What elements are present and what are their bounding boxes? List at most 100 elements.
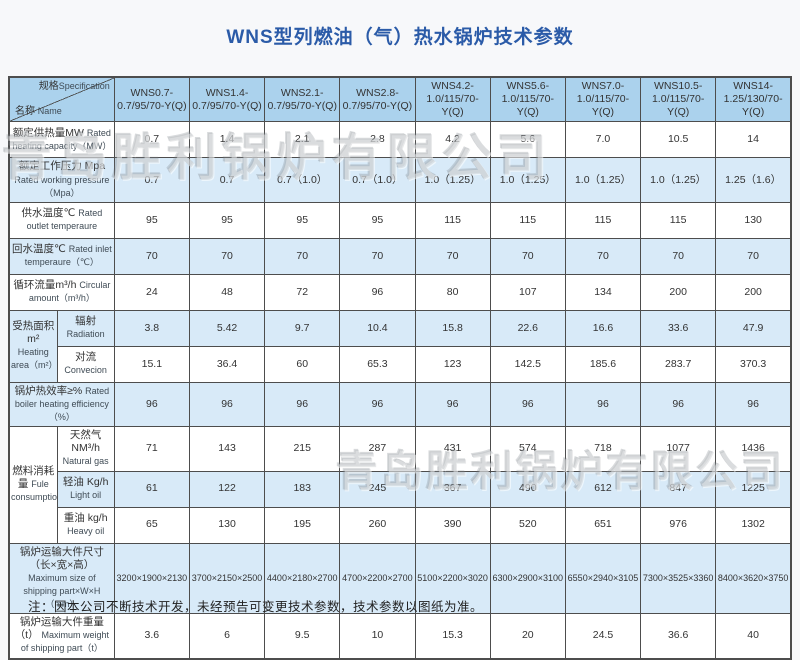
value-cell: 200: [715, 273, 792, 311]
row-label: 锅炉运输大件尺寸（长×宽×高） Maximum size of shipping…: [8, 542, 115, 615]
value-cell: 96: [640, 381, 717, 428]
row-label: 锅炉热效率≥% Rated boiler heating efficiency（…: [8, 381, 115, 428]
value-cell: 80: [414, 273, 491, 311]
label-en: Rated outlet temperaure: [26, 208, 103, 232]
value-cell: 1225: [715, 470, 792, 508]
value-cell: 15.8: [414, 309, 491, 347]
value-cell: 96: [188, 381, 266, 428]
value-cell: 4.2: [414, 121, 491, 159]
value-cell: 115: [414, 201, 491, 239]
value-cell: 96: [264, 381, 341, 428]
value-cell: 115: [564, 201, 642, 239]
value-cell: 9.5: [264, 613, 341, 659]
value-cell: 36.4: [188, 345, 266, 383]
value-cell: 3.6: [113, 613, 190, 659]
row-sub-label: 重油 kg/h Heavy oil: [56, 506, 115, 544]
page-title: WNS型列燃油（气）热水锅炉技术参数: [226, 27, 574, 48]
value-cell: 3.8: [113, 309, 190, 347]
value-cell: 115: [640, 201, 717, 239]
value-cell: 5.42: [188, 309, 266, 347]
value-cell: 95: [339, 201, 416, 239]
value-cell: 5.6: [489, 121, 566, 159]
value-cell: 70: [188, 237, 266, 275]
table-row: 燃料消耗量 Fule consumption 天然气NM³/h Natural g…: [8, 426, 792, 544]
value-cell: 36.6: [640, 613, 717, 659]
value-cell: 70: [113, 237, 190, 275]
row-label: 循环流量m³/h Circular amount（m³/h）: [8, 273, 115, 311]
value-cell: 215: [264, 426, 341, 472]
label-en: Maximum size of shipping part×W×H（mm）: [23, 572, 101, 609]
value-cell: 130: [715, 201, 792, 239]
value-cell: 122: [188, 470, 266, 508]
row-sub-label: 辐射 Radiation: [56, 309, 115, 347]
value-cell: 14: [715, 121, 792, 159]
value-cell: 8400×3620×3750: [715, 542, 792, 615]
label-zh: 锅炉运输大件尺寸（长×宽×高）: [19, 545, 104, 571]
row-label: 回水温度℃ Rated inlet temperaure（℃）: [8, 237, 115, 275]
value-cell: 0.7（1.0）: [264, 157, 341, 203]
value-cell: 7300×3525×3360: [640, 542, 717, 615]
row-label: 额定供热量MW Rated heating capacity（MW）: [8, 121, 115, 159]
table-row: 锅炉运输大件重量（t） Maximum weight of shipping p…: [8, 613, 792, 659]
value-cell: 283.7: [640, 345, 717, 383]
value-cell: 10.5: [640, 121, 717, 159]
label-en: Rated heating capacity（MW）: [12, 127, 112, 151]
value-cell: 96: [489, 381, 566, 428]
value-cell: 195: [264, 506, 341, 544]
label-zh: 轻油 Kg/h: [62, 475, 109, 488]
model-header: WNS0.7- 0.7/95/70-Y(Q): [113, 76, 190, 123]
value-cell: 1.0（1.25）: [414, 157, 491, 203]
corner-cell: 规格Specification 名称 Name: [8, 76, 115, 123]
value-cell: 71: [113, 426, 190, 472]
model-header: WNS1.4- 0.7/95/70-Y(Q): [188, 76, 266, 123]
label-zh: 循环流量m³/h: [13, 279, 80, 292]
value-cell: 1302: [715, 506, 792, 544]
value-cell: 142.5: [489, 345, 566, 383]
value-cell: 65.3: [339, 345, 416, 383]
label-en: Circular amount（m³/h）: [28, 280, 111, 304]
label-zh: 锅炉热效率≥%: [14, 384, 86, 397]
table-row: 锅炉运输大件尺寸（长×宽×高） Maximum size of shipping…: [8, 542, 792, 615]
value-cell: 1436: [715, 426, 792, 472]
value-cell: 143: [188, 426, 266, 472]
value-cell: 70: [339, 237, 416, 275]
value-cell: 1.0（1.25）: [489, 157, 566, 203]
value-cell: 15.1: [113, 345, 190, 383]
label-zh: 额定供热量MW: [12, 126, 87, 139]
label-en: Fule consumption: [11, 479, 58, 503]
value-cell: 847: [640, 470, 717, 508]
row-label: 锅炉运输大件重量（t） Maximum weight of shipping p…: [8, 613, 115, 659]
model-header: WNS2.8- 0.7/95/70-Y(Q): [339, 76, 416, 123]
model-header: WNS10.5- 1.0/115/70-Y(Q): [640, 76, 717, 123]
value-cell: 0.7: [113, 157, 190, 203]
value-cell: 4400×2180×2700: [264, 542, 341, 615]
value-cell: 95: [113, 201, 190, 239]
value-cell: 1.4: [188, 121, 266, 159]
value-cell: 96: [414, 381, 491, 428]
value-cell: 70: [414, 237, 491, 275]
model-header: WNS5.6- 1.0/115/70-Y(Q): [489, 76, 566, 123]
label-zh: 回水温度℃: [12, 243, 69, 256]
value-cell: 70: [715, 237, 792, 275]
model-header: WNS14- 1.25/130/70-Y(Q): [715, 76, 792, 123]
value-cell: 16.6: [564, 309, 642, 347]
label-zh: 额定工作压力 Mpa: [18, 160, 106, 173]
value-cell: 70: [564, 237, 642, 275]
value-cell: 96: [715, 381, 792, 428]
value-cell: 70: [489, 237, 566, 275]
label-zh: 燃料消耗量: [12, 465, 55, 491]
boiler-spec-table: 规格Specification 名称 Name WNS0.7- 0.7/95/7…: [8, 76, 792, 660]
value-cell: 107: [489, 273, 566, 311]
value-cell: 6: [188, 613, 266, 659]
value-cell: 9.7: [264, 309, 341, 347]
table-row: 供水温度℃ Rated outlet temperaure 95 95 95 95 115…: [8, 201, 792, 239]
value-cell: 370.3: [715, 345, 792, 383]
value-cell: 431: [414, 426, 491, 472]
value-cell: 6550×2940×3105: [564, 542, 642, 615]
value-cell: 976: [640, 506, 717, 544]
corner-name-label: 名称 Name: [15, 105, 62, 117]
table-row: 循环流量m³/h Circular amount（m³/h） 24 48 72 96 80…: [8, 273, 792, 311]
label-en: Rated boiler heating efficiency（%）: [14, 385, 110, 422]
corner-spec-label: 规格Specification: [38, 81, 110, 92]
value-cell: 7.0: [564, 121, 642, 159]
